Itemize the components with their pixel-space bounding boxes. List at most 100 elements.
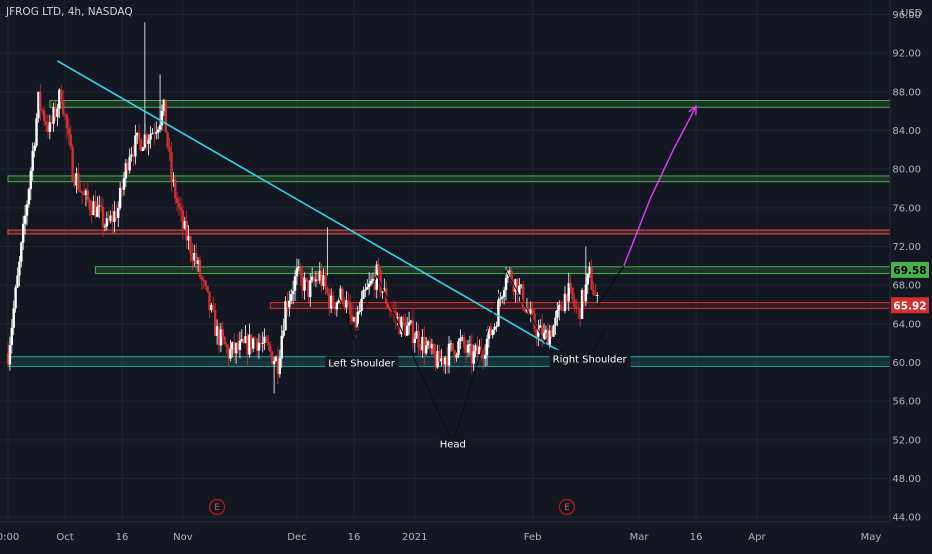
candle-body [63,114,67,116]
candle-body [533,313,536,329]
y-tick-label: 96.00 [892,10,921,21]
candle-body [476,345,479,355]
candle-body [88,199,91,210]
candle-body [405,325,409,336]
candle-body [409,320,413,323]
earnings-marker-label: E [564,503,569,513]
candle-body [44,121,48,125]
candle-body [42,110,46,122]
candle-body [299,267,302,276]
candle-body [303,277,306,291]
candle-body [324,275,327,288]
candle-body [364,289,367,291]
candle-body [86,190,90,200]
candle-body [510,270,513,283]
candle-body [134,135,137,157]
y-tick-label: 88.00 [892,87,921,98]
candle-body [430,343,434,349]
candle-body [149,133,152,140]
candle-body [379,270,382,293]
candle-body [295,268,299,277]
candle-body [293,276,297,291]
candle-body [291,290,295,295]
candle-body [328,293,331,309]
candle-body [512,282,515,292]
candle-body [464,346,468,353]
candle-body [79,189,82,192]
projection-segment [596,265,625,306]
candle-body [392,310,396,312]
candle-body [443,357,447,365]
candle-body [438,350,441,362]
candle-body [179,207,183,211]
candle-body [80,191,84,194]
candle-body [6,352,10,365]
y-tick-label: 76.00 [892,203,921,214]
candle-body [160,110,164,126]
candles-group [6,22,599,394]
candle-body [347,300,350,304]
candle-body [297,267,301,269]
candle-body [22,223,25,243]
x-tick-label: Oct [56,532,73,543]
projection-segment [649,149,674,199]
candle-body [459,338,462,342]
x-tick-label: Apr [748,532,766,543]
candle-body [250,334,253,349]
candle-body [174,179,177,199]
candle-body [497,299,500,327]
candle-body [561,309,565,311]
candle-body [238,340,242,350]
annotation-left-shoulder: Left Shoulder [325,356,399,372]
candle-body [354,317,358,328]
candle-body [305,277,308,280]
projection-segment [672,106,697,151]
candle-body [60,89,63,102]
candle-body [404,322,407,336]
candle-body [322,275,325,287]
candle-body [96,206,99,217]
projection-arrowhead [688,104,697,116]
candle-body [377,264,380,271]
candle-body [310,276,314,281]
candle-body [177,203,181,208]
candle-body [265,336,268,343]
candle-body [407,322,411,326]
candle-body [278,358,282,375]
candle-body [200,277,204,280]
candle-body [118,187,122,208]
candle-body [263,336,266,343]
candle-body [25,204,29,216]
candle-body [535,328,538,337]
candle-body [550,330,553,337]
candle-body [400,317,403,335]
candle-body [556,309,559,318]
candle-body [369,280,373,284]
candle-body [487,326,491,339]
x-tick-label: Feb [524,532,542,543]
candle-body [483,355,487,359]
candle-body [175,198,179,204]
candle-body [588,266,591,274]
candle-body [168,147,171,153]
candle-body [482,354,485,359]
candle-body [582,290,586,302]
candle-body [426,341,430,346]
candle-body [491,329,494,336]
candle-body [202,279,205,281]
candle-body [92,201,95,215]
candle-body [516,279,519,295]
candle-body [449,343,453,345]
candle-body [339,288,342,301]
candle-body [208,291,211,311]
y-tick-label: 84.00 [892,126,921,137]
candle-body [253,338,257,340]
candle-body [124,163,128,179]
candle-body [386,304,390,309]
candle-body [18,261,21,276]
candle-body [101,206,105,227]
candle-body [212,304,215,311]
